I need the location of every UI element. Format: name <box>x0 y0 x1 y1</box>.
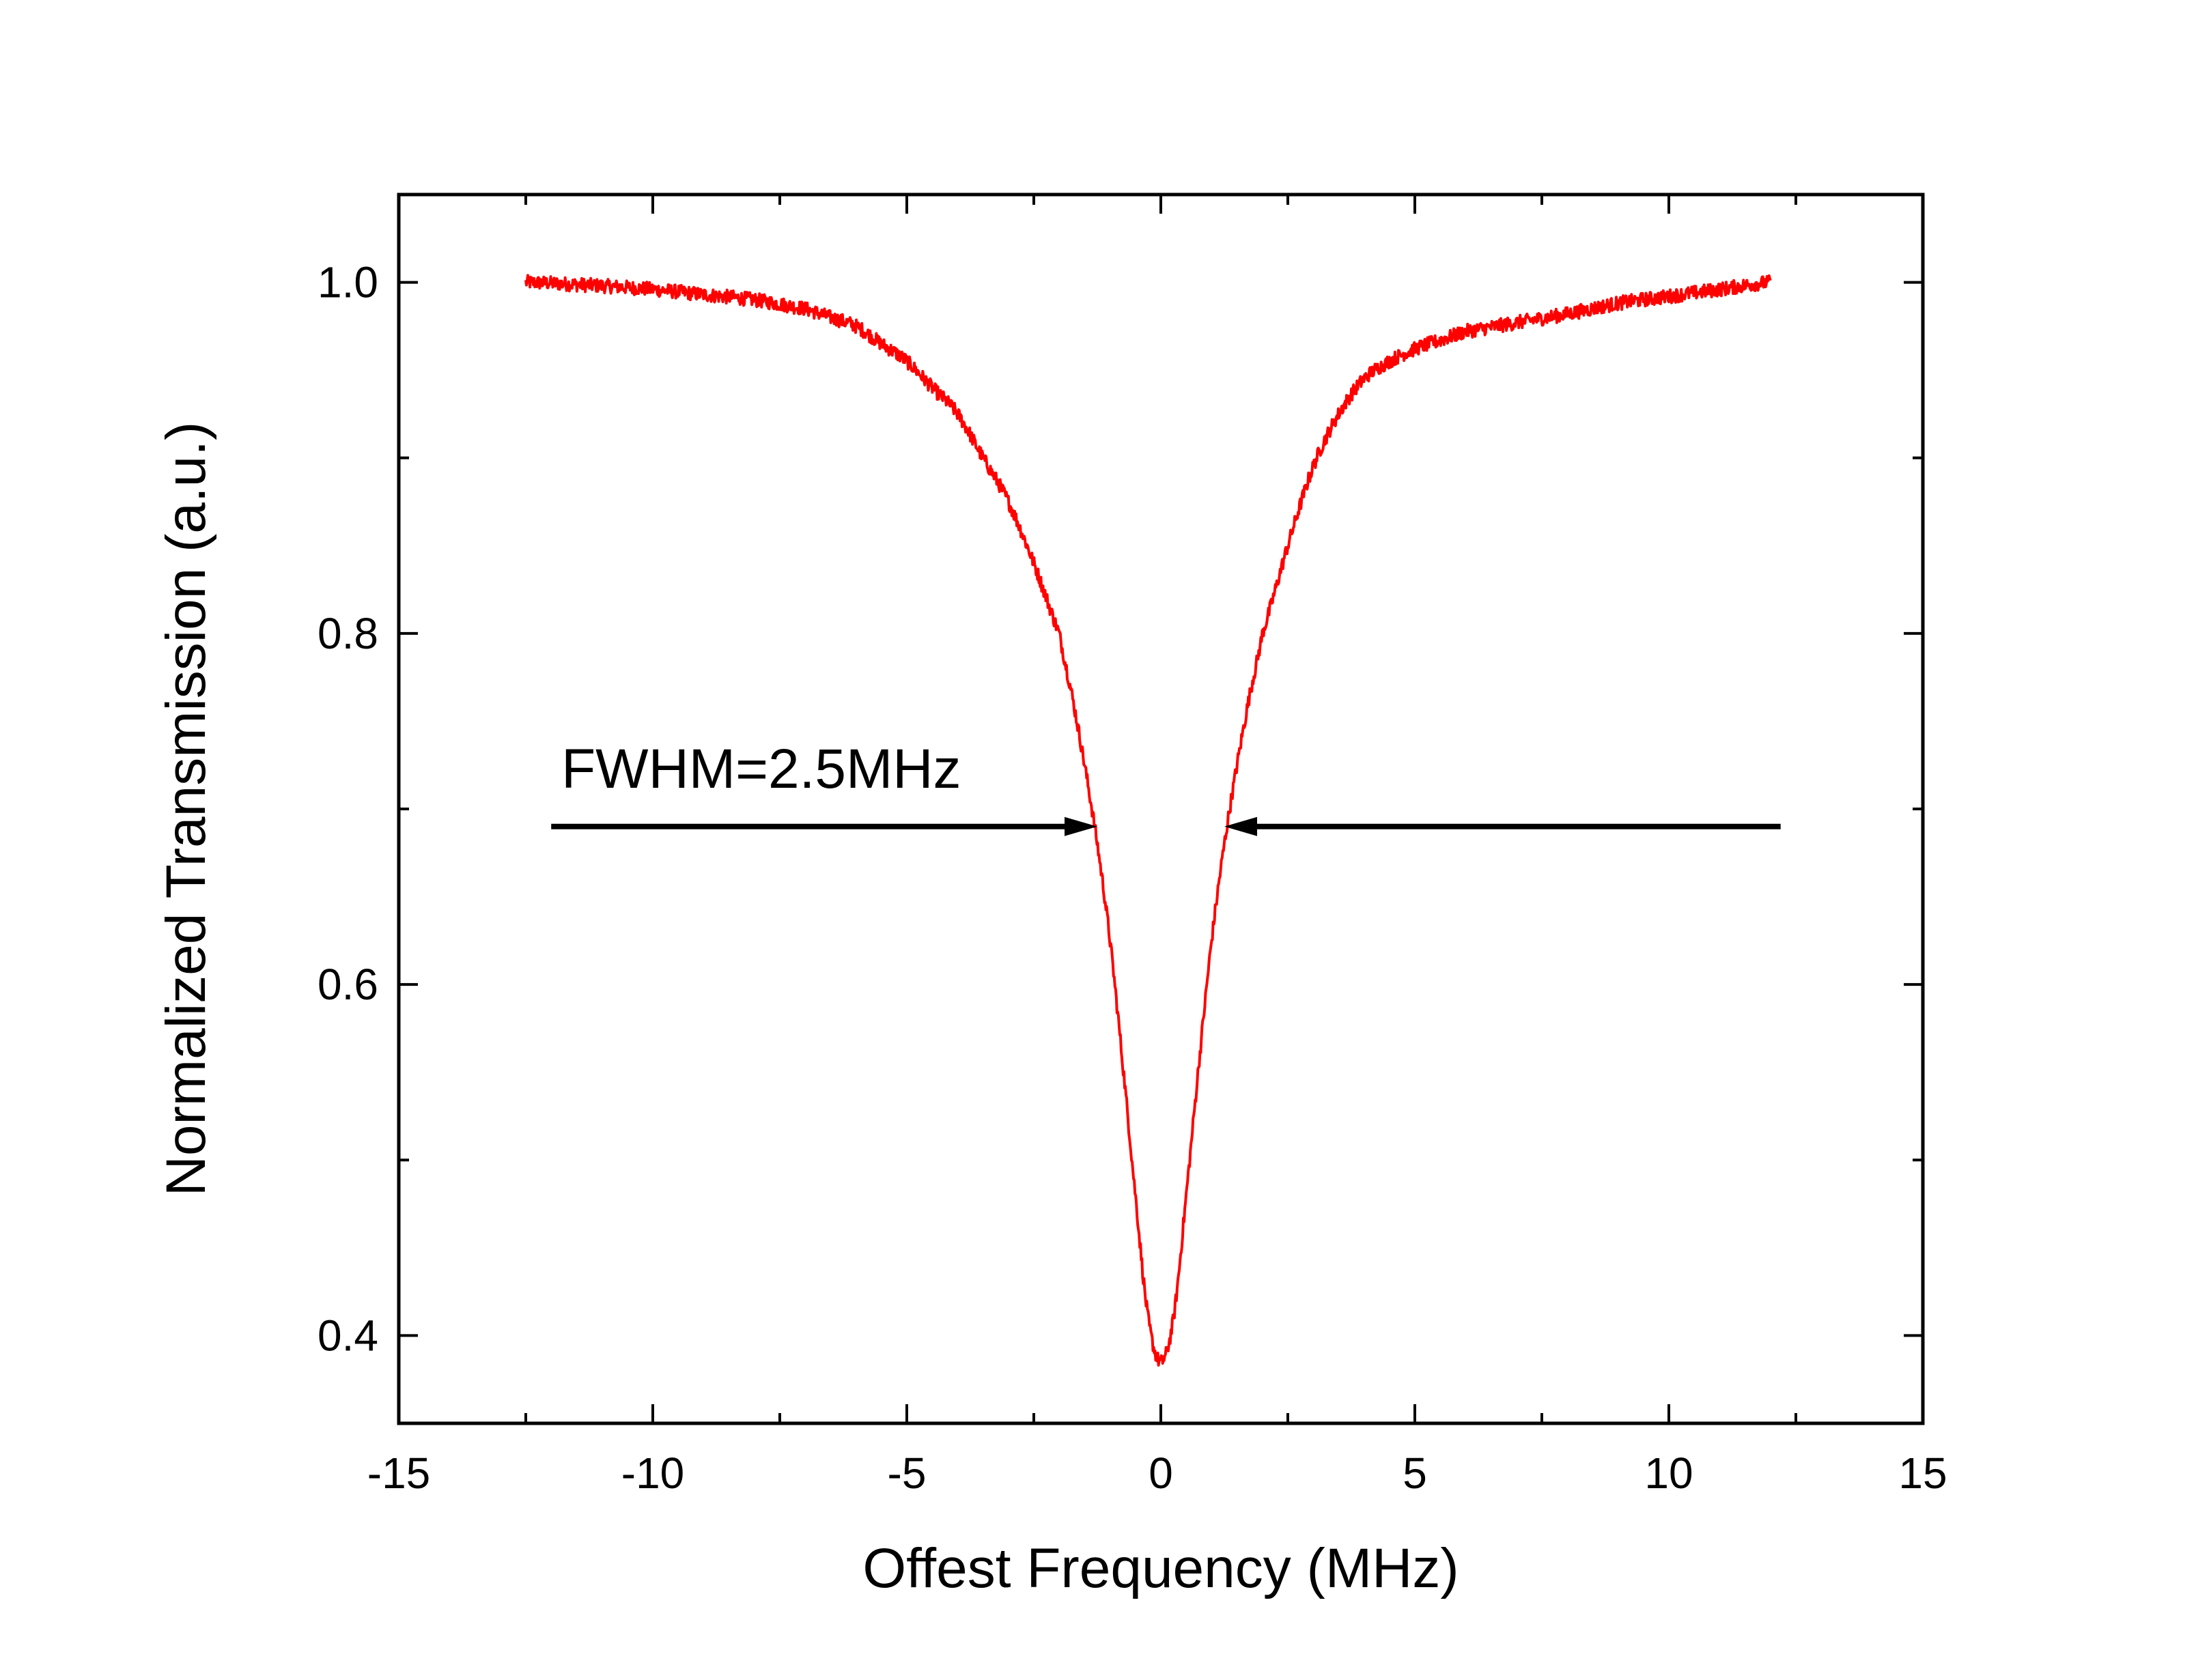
y-tick-label: 0.8 <box>318 609 378 658</box>
fwhm-annotation: FWHM=2.5MHz <box>551 738 1781 836</box>
transmission-series-line <box>524 274 1772 1367</box>
y-tick-label: 0.6 <box>318 960 378 1009</box>
x-tick-label: -10 <box>621 1449 685 1498</box>
fwhm-label: FWHM=2.5MHz <box>561 738 961 800</box>
x-axis-title: Offest Frequency (MHz) <box>862 1537 1459 1599</box>
x-tick-label: 0 <box>1149 1449 1173 1498</box>
y-tick-label: 1.0 <box>318 258 378 307</box>
tick-labels-layer: -15 -10 -5 0 5 10 15 0.4 0.6 0.8 1.0 <box>318 258 1947 1498</box>
x-tick-label: 5 <box>1403 1449 1427 1498</box>
fwhm-right-arrow-head <box>1224 816 1257 836</box>
plot-area-frame <box>397 193 1925 1425</box>
y-tick-label: 0.4 <box>318 1311 378 1360</box>
x-tick-label: -5 <box>888 1449 927 1498</box>
fwhm-left-arrow-head <box>1065 816 1097 836</box>
x-tick-label: 15 <box>1898 1449 1947 1498</box>
x-tick-label: 10 <box>1644 1449 1693 1498</box>
x-tick-label: -15 <box>367 1449 431 1498</box>
y-axis-title: Normalized Transmission (a.u.) <box>155 422 217 1197</box>
